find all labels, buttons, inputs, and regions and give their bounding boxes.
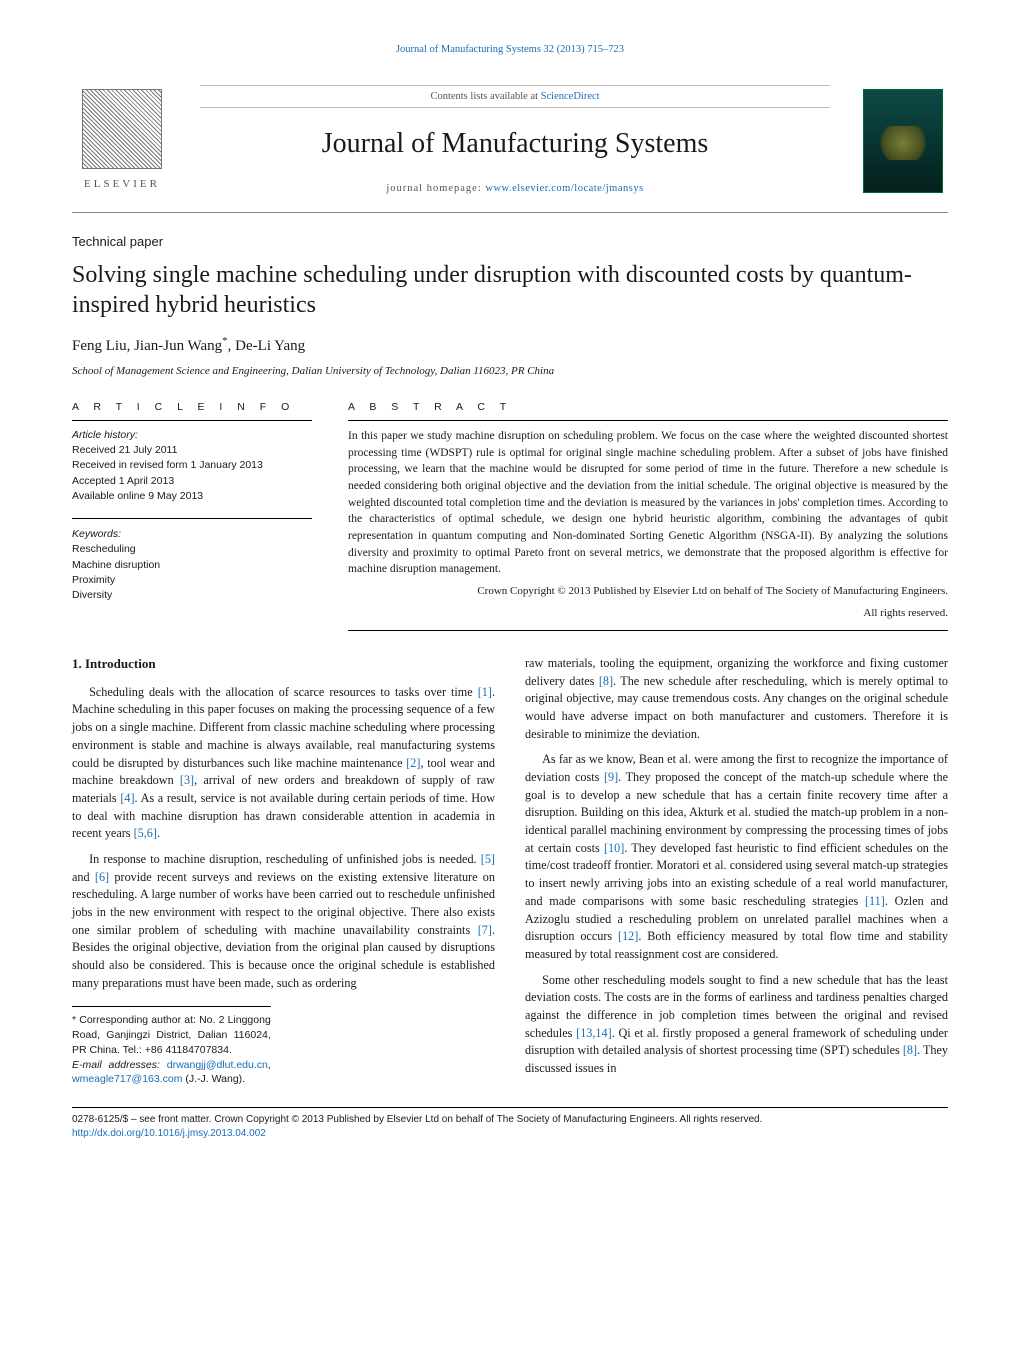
running-head: Journal of Manufacturing Systems 32 (201… xyxy=(72,42,948,57)
email-link[interactable]: drwangjj@dlut.edu.cn xyxy=(167,1059,268,1071)
article-type-label: Technical paper xyxy=(72,233,948,252)
info-divider xyxy=(72,518,312,519)
body-text: provide recent surveys and reviews on th… xyxy=(72,870,495,937)
section-heading: 1. Introduction xyxy=(72,655,495,674)
citation-link[interactable]: [11] xyxy=(865,894,885,908)
history-line: Received in revised form 1 January 2013 xyxy=(72,458,312,473)
body-text: In response to machine disruption, resch… xyxy=(89,852,481,866)
journal-homepage-line: journal homepage: www.elsevier.com/locat… xyxy=(188,181,842,196)
abstract-heading: A B S T R A C T xyxy=(348,400,948,421)
email-label: E-mail addresses: xyxy=(72,1059,167,1071)
journal-name: Journal of Manufacturing Systems xyxy=(188,124,842,165)
history-line: Available online 9 May 2013 xyxy=(72,489,312,504)
authors-part1: Feng Liu, Jian-Jun Wang xyxy=(72,338,222,354)
citation-link[interactable]: [12] xyxy=(618,929,638,943)
body-text: Scheduling deals with the allocation of … xyxy=(89,685,478,699)
page-footer: 0278-6125/$ – see front matter. Crown Co… xyxy=(72,1107,948,1141)
article-info-heading: A R T I C L E I N F O xyxy=(72,400,312,421)
doi-link[interactable]: http://dx.doi.org/10.1016/j.jmsy.2013.04… xyxy=(72,1128,266,1139)
article-title: Solving single machine scheduling under … xyxy=(72,260,948,320)
keywords-heading: Keywords: xyxy=(72,527,312,542)
affiliation: School of Management Science and Enginee… xyxy=(72,364,948,380)
citation-link[interactable]: [9] xyxy=(604,770,618,784)
publisher-block: ELSEVIER xyxy=(72,81,172,200)
citation-link[interactable]: [3] xyxy=(180,773,194,787)
keyword: Proximity xyxy=(72,573,312,588)
email-sep: , xyxy=(268,1059,271,1071)
citation-link[interactable]: [6] xyxy=(95,870,109,884)
citation-link[interactable]: [5,6] xyxy=(134,826,157,840)
journal-cover-icon xyxy=(863,89,943,193)
citation-link[interactable]: [8] xyxy=(599,674,613,688)
abstract-copyright-line1: Crown Copyright © 2013 Published by Else… xyxy=(348,584,948,600)
citation-link[interactable]: [8] xyxy=(903,1043,917,1057)
keywords-block: Keywords: Rescheduling Machine disruptio… xyxy=(72,527,312,603)
abstract-text: In this paper we study machine disruptio… xyxy=(348,428,948,578)
email-link[interactable]: wmeagle717@163.com xyxy=(72,1073,182,1085)
homepage-link[interactable]: www.elsevier.com/locate/jmansys xyxy=(485,183,643,194)
contents-prefix: Contents lists available at xyxy=(430,91,540,102)
citation-link[interactable]: [7] xyxy=(478,923,492,937)
keyword: Diversity xyxy=(72,588,312,603)
abstract-copyright-line2: All rights reserved. xyxy=(348,606,948,622)
footnotes-block: * Corresponding author at: No. 2 Linggon… xyxy=(72,1006,271,1086)
citation-link[interactable]: [10] xyxy=(604,841,624,855)
body-text: . xyxy=(157,826,160,840)
publisher-name: ELSEVIER xyxy=(84,177,160,193)
body-paragraph: In response to machine disruption, resch… xyxy=(72,851,495,993)
body-paragraph: raw materials, tooling the equipment, or… xyxy=(525,655,948,743)
history-line: Received 21 July 2011 xyxy=(72,443,312,458)
article-history-block: Article history: Received 21 July 2011 R… xyxy=(72,428,312,504)
citation-link[interactable]: [2] xyxy=(406,756,420,770)
homepage-label: journal homepage: xyxy=(386,183,485,194)
body-text: and xyxy=(72,870,95,884)
abstract-divider xyxy=(348,630,948,631)
keyword: Machine disruption xyxy=(72,558,312,573)
elsevier-tree-icon xyxy=(82,89,162,169)
body-paragraph: As far as we know, Bean et al. were amon… xyxy=(525,751,948,963)
author-list: Feng Liu, Jian-Jun Wang*, De-Li Yang xyxy=(72,334,948,358)
article-body: 1. Introduction Scheduling deals with th… xyxy=(72,655,948,1087)
sciencedirect-link[interactable]: ScienceDirect xyxy=(541,91,600,102)
history-line: Accepted 1 April 2013 xyxy=(72,474,312,489)
authors-part2: , De-Li Yang xyxy=(228,338,306,354)
journal-masthead: ELSEVIER Contents lists available at Sci… xyxy=(72,75,948,213)
citation-link[interactable]: [4] xyxy=(120,791,134,805)
running-head-citation[interactable]: Journal of Manufacturing Systems 32 (201… xyxy=(396,44,624,55)
email-footnote: E-mail addresses: drwangjj@dlut.edu.cn, … xyxy=(72,1058,271,1087)
citation-link[interactable]: [13,14] xyxy=(576,1026,612,1040)
corr-text: Corresponding author at: No. 2 Linggong … xyxy=(72,1014,271,1055)
keyword: Rescheduling xyxy=(72,542,312,557)
cover-thumb-block xyxy=(858,81,948,200)
issn-copyright-line: 0278-6125/$ – see front matter. Crown Co… xyxy=(72,1113,948,1127)
history-heading: Article history: xyxy=(72,428,312,443)
email-tail: (J.-J. Wang). xyxy=(182,1073,245,1085)
citation-link[interactable]: [5] xyxy=(481,852,495,866)
corresponding-footnote: * Corresponding author at: No. 2 Linggon… xyxy=(72,1013,271,1057)
citation-link[interactable]: [1] xyxy=(478,685,492,699)
body-paragraph: Scheduling deals with the allocation of … xyxy=(72,684,495,843)
body-paragraph: Some other rescheduling models sought to… xyxy=(525,972,948,1078)
contents-available-line: Contents lists available at ScienceDirec… xyxy=(200,85,830,108)
